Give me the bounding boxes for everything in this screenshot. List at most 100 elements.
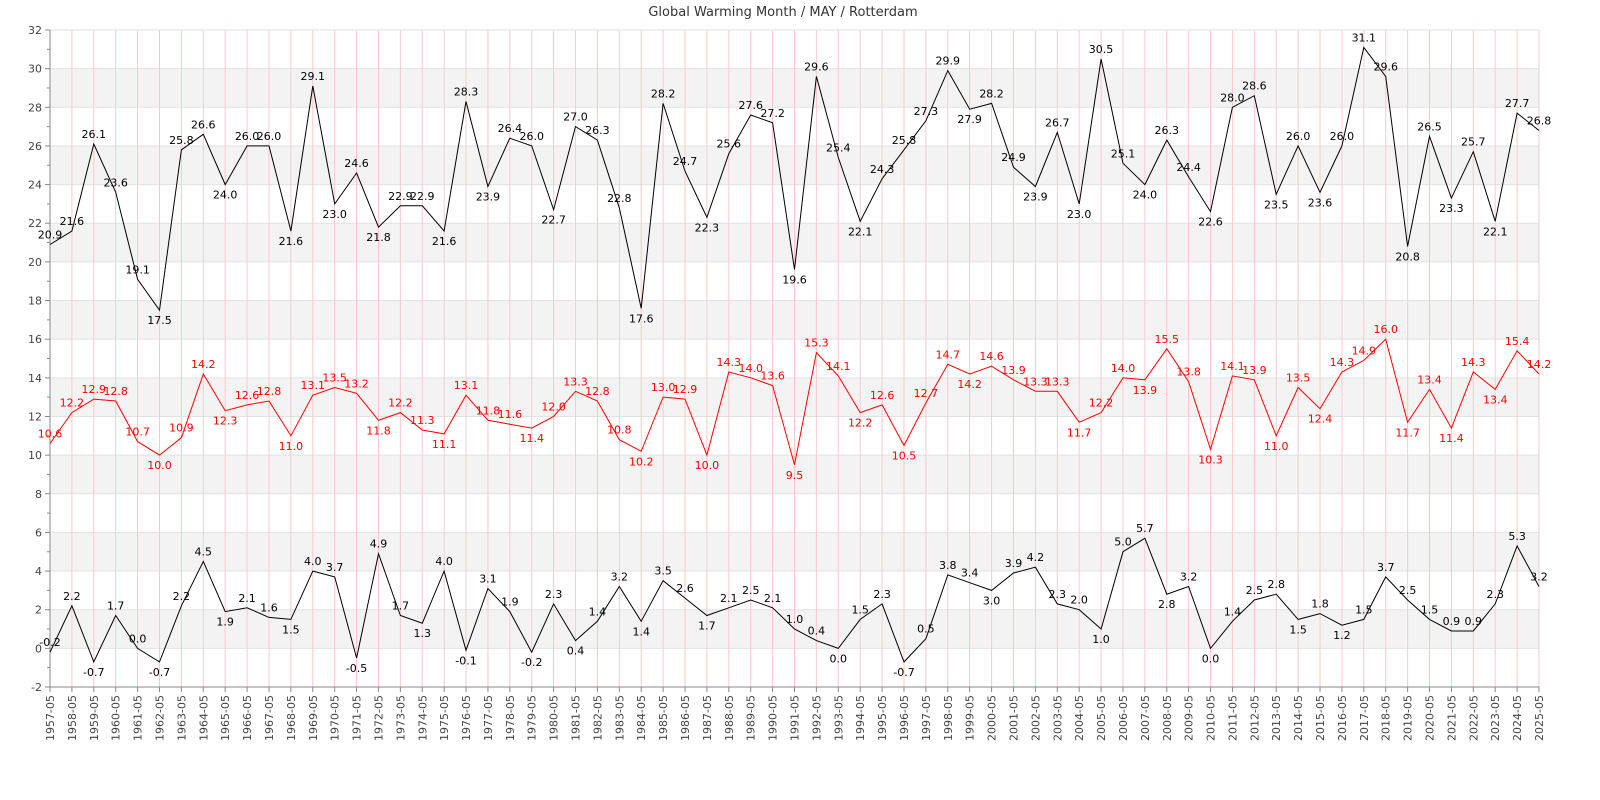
data-label: 22.8 bbox=[607, 192, 632, 205]
data-label: -0.1 bbox=[455, 654, 476, 667]
data-label: 1.7 bbox=[698, 620, 716, 633]
data-label: 5.7 bbox=[1136, 522, 1154, 535]
y-tick-label: 6 bbox=[35, 526, 42, 539]
data-label: 2.5 bbox=[742, 584, 760, 597]
y-tick-label: 14 bbox=[28, 372, 42, 385]
data-label: 21.6 bbox=[279, 235, 304, 248]
data-label: 3.8 bbox=[939, 559, 957, 572]
data-label: 11.3 bbox=[410, 414, 435, 427]
data-label: 2.5 bbox=[1246, 584, 1264, 597]
data-label: 21.6 bbox=[432, 235, 457, 248]
x-tick-label: 1959-05 bbox=[88, 695, 101, 741]
data-label: 0.4 bbox=[567, 645, 585, 658]
data-label: 2.3 bbox=[545, 588, 563, 601]
data-label: 23.3 bbox=[1439, 202, 1464, 215]
data-label: 27.3 bbox=[914, 105, 939, 118]
data-label: -0.7 bbox=[893, 666, 914, 679]
data-label: 2.1 bbox=[238, 592, 256, 605]
x-tick-label: 1965-05 bbox=[219, 695, 232, 741]
x-tick-label: 1971-05 bbox=[351, 695, 364, 741]
data-label: 2.0 bbox=[1070, 594, 1088, 607]
data-label: 26.0 bbox=[519, 130, 544, 143]
data-label: 13.6 bbox=[760, 370, 785, 383]
x-tick-label: 1964-05 bbox=[197, 695, 210, 741]
x-tick-label: 2022-05 bbox=[1467, 695, 1480, 741]
y-tick-label: 4 bbox=[35, 565, 42, 578]
x-tick-label: 1990-05 bbox=[767, 695, 780, 741]
y-tick-label: 0 bbox=[35, 642, 42, 655]
x-tick-label: 1967-05 bbox=[263, 695, 276, 741]
data-label: 2.5 bbox=[1399, 584, 1417, 597]
data-label: 1.7 bbox=[107, 600, 125, 613]
data-label: 2.8 bbox=[1158, 598, 1176, 611]
data-label: 0.9 bbox=[1443, 615, 1461, 628]
data-label: 1.9 bbox=[501, 596, 519, 609]
data-label: 0.9 bbox=[1465, 615, 1483, 628]
data-label: 28.3 bbox=[454, 85, 479, 98]
data-label: 10.0 bbox=[147, 459, 172, 472]
x-tick-label: 1988-05 bbox=[723, 695, 736, 741]
data-label: 24.4 bbox=[1176, 161, 1201, 174]
x-tick-label: 2017-05 bbox=[1358, 695, 1371, 741]
data-label: 11.7 bbox=[1067, 426, 1092, 439]
x-tick-label: 2011-05 bbox=[1226, 695, 1239, 741]
x-tick-label: 2013-05 bbox=[1270, 695, 1283, 741]
x-tick-label: 2000-05 bbox=[986, 695, 999, 741]
data-label: 10.6 bbox=[38, 428, 63, 441]
data-label: 0.0 bbox=[1202, 652, 1220, 665]
data-label: 2.3 bbox=[1049, 588, 1067, 601]
x-tick-label: 1966-05 bbox=[241, 695, 254, 741]
data-label: 15.4 bbox=[1505, 335, 1530, 348]
data-label: 12.4 bbox=[1308, 413, 1333, 426]
data-label: 12.0 bbox=[541, 400, 566, 413]
y-tick-label: 22 bbox=[28, 217, 42, 230]
data-label: 29.6 bbox=[1373, 60, 1398, 73]
x-tick-label: 1999-05 bbox=[964, 695, 977, 741]
data-label: 0.5 bbox=[917, 623, 935, 636]
data-label: 23.0 bbox=[322, 208, 347, 221]
data-label: 23.9 bbox=[476, 191, 501, 204]
data-label: 4.0 bbox=[304, 555, 322, 568]
x-tick-label: 1958-05 bbox=[66, 695, 79, 741]
data-label: 13.1 bbox=[301, 379, 326, 392]
data-label: 15.3 bbox=[804, 337, 829, 350]
data-label: 9.5 bbox=[786, 469, 804, 482]
x-tick-label: 2005-05 bbox=[1095, 695, 1108, 741]
data-label: 2.1 bbox=[764, 592, 782, 605]
data-label: 24.0 bbox=[213, 189, 238, 202]
y-tick-label: 8 bbox=[35, 488, 42, 501]
data-label: 25.4 bbox=[826, 142, 851, 155]
data-label: 12.6 bbox=[870, 389, 895, 402]
y-tick-label: 2 bbox=[35, 604, 42, 617]
data-label: 24.6 bbox=[344, 157, 369, 170]
y-tick-label: 18 bbox=[28, 295, 42, 308]
x-tick-label: 1986-05 bbox=[679, 695, 692, 741]
data-label: 13.2 bbox=[344, 377, 369, 390]
x-tick-label: 1981-05 bbox=[570, 695, 583, 741]
data-label: 13.9 bbox=[1001, 364, 1026, 377]
data-label: 14.3 bbox=[1461, 356, 1486, 369]
x-tick-label: 1982-05 bbox=[591, 695, 604, 741]
x-tick-label: 1989-05 bbox=[745, 695, 758, 741]
x-tick-label: 1997-05 bbox=[920, 695, 933, 741]
x-tick-label: 2003-05 bbox=[1051, 695, 1064, 741]
data-label: 22.3 bbox=[695, 221, 720, 234]
x-tick-label: 1987-05 bbox=[701, 695, 714, 741]
x-tick-label: 2019-05 bbox=[1402, 695, 1415, 741]
data-label: -0.2 bbox=[39, 636, 60, 649]
data-label: 14.2 bbox=[957, 378, 982, 391]
data-label: 14.2 bbox=[191, 358, 216, 371]
data-label: 2.1 bbox=[720, 592, 738, 605]
x-tick-label: 1995-05 bbox=[876, 695, 889, 741]
data-label: 17.6 bbox=[629, 312, 654, 325]
data-label: 14.3 bbox=[717, 356, 742, 369]
x-tick-label: 2021-05 bbox=[1445, 695, 1458, 741]
x-tick-label: 1993-05 bbox=[832, 695, 845, 741]
data-label: 11.7 bbox=[1395, 426, 1420, 439]
data-label: 21.6 bbox=[60, 215, 85, 228]
data-label: 28.2 bbox=[651, 87, 676, 100]
data-label: 14.9 bbox=[1352, 344, 1377, 357]
data-label: 11.8 bbox=[366, 424, 391, 437]
data-label: 3.1 bbox=[479, 572, 497, 585]
data-label: 25.6 bbox=[717, 138, 742, 151]
